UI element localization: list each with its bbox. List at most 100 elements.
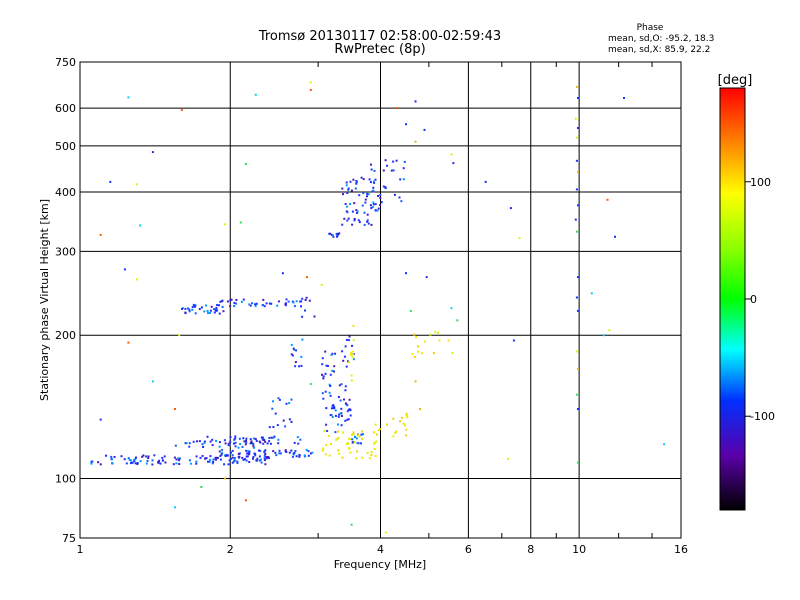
data-point: [370, 451, 373, 454]
data-point: [451, 351, 454, 354]
data-point: [348, 408, 351, 411]
data-point: [402, 167, 405, 170]
data-point: [221, 299, 224, 302]
data-point: [361, 430, 364, 433]
data-point: [363, 211, 366, 214]
data-point: [414, 380, 417, 383]
data-point: [239, 443, 242, 446]
data-point: [263, 450, 266, 453]
data-point: [350, 189, 353, 192]
data-point: [512, 339, 515, 342]
data-point: [178, 463, 181, 465]
data-point: [272, 436, 275, 439]
data-point: [229, 436, 232, 439]
data-point: [252, 456, 255, 458]
data-point: [344, 402, 347, 405]
data-point: [249, 304, 252, 307]
data-point: [347, 418, 350, 421]
data-point: [372, 189, 375, 192]
data-point: [295, 349, 297, 352]
data-point: [188, 442, 191, 445]
data-point: [227, 463, 230, 466]
data-point: [248, 303, 251, 306]
data-point: [361, 204, 364, 207]
data-point: [333, 370, 335, 373]
data-point: [330, 234, 333, 236]
data-point: [215, 307, 218, 309]
data-point: [277, 438, 280, 441]
data-point: [276, 424, 279, 427]
data-point: [337, 423, 339, 426]
data-point: [234, 437, 237, 440]
data-point: [237, 446, 240, 449]
data-point: [348, 437, 351, 440]
data-point: [265, 457, 268, 460]
data-point: [372, 180, 375, 183]
data-point: [332, 404, 335, 407]
data-point: [333, 406, 336, 408]
data-point: [189, 462, 192, 465]
data-point: [262, 439, 265, 441]
data-point: [328, 391, 331, 394]
data-point: [358, 194, 361, 197]
y-tick-label: 600: [55, 102, 76, 115]
data-point: [268, 302, 271, 305]
data-point: [252, 443, 255, 445]
data-point: [292, 301, 295, 304]
data-point: [178, 459, 180, 462]
x-axis-ticks: 1 2 4 6 8 10 16: [77, 543, 689, 556]
data-point: [307, 454, 310, 457]
data-point: [337, 415, 340, 418]
data-point: [151, 459, 154, 462]
data-point: [139, 224, 142, 227]
data-point: [125, 462, 128, 465]
data-point: [577, 171, 579, 174]
data-point: [249, 438, 252, 441]
data-point: [278, 452, 281, 455]
data-point: [384, 531, 387, 534]
data-point: [223, 439, 226, 442]
data-point: [195, 460, 198, 463]
data-point: [379, 194, 382, 196]
data-point: [184, 311, 187, 314]
data-point: [350, 523, 353, 526]
data-point: [174, 408, 176, 410]
data-point: [215, 309, 218, 312]
data-point: [211, 462, 214, 465]
data-point: [273, 435, 276, 438]
data-point: [277, 300, 280, 303]
data-point: [105, 454, 107, 457]
data-point: [400, 200, 403, 203]
data-point: [344, 203, 347, 205]
data-point: [338, 413, 341, 416]
data-point: [135, 278, 138, 281]
x-tick-label: 6: [465, 543, 472, 556]
data-point: [374, 203, 377, 206]
data-point: [360, 442, 362, 445]
data-point: [282, 419, 285, 422]
data-point: [353, 219, 356, 222]
data-point: [263, 457, 266, 460]
data-point: [379, 197, 382, 199]
data-point: [309, 89, 312, 91]
data-point: [294, 450, 297, 452]
data-point: [258, 440, 261, 443]
data-point: [218, 441, 221, 444]
data-point: [237, 453, 240, 456]
data-point: [219, 458, 222, 461]
data-point: [380, 201, 383, 204]
data-point: [339, 412, 342, 415]
data-point: [402, 422, 405, 425]
data-point: [394, 431, 397, 434]
data-point: [252, 445, 255, 448]
data-point: [229, 457, 232, 460]
data-point: [234, 302, 237, 305]
data-point: [334, 409, 337, 412]
data-point: [263, 454, 266, 457]
data-point: [145, 462, 148, 465]
data-point: [219, 455, 222, 457]
data-point: [151, 380, 154, 383]
data-point: [432, 352, 435, 354]
data-point: [331, 369, 334, 372]
data-point: [370, 454, 373, 457]
